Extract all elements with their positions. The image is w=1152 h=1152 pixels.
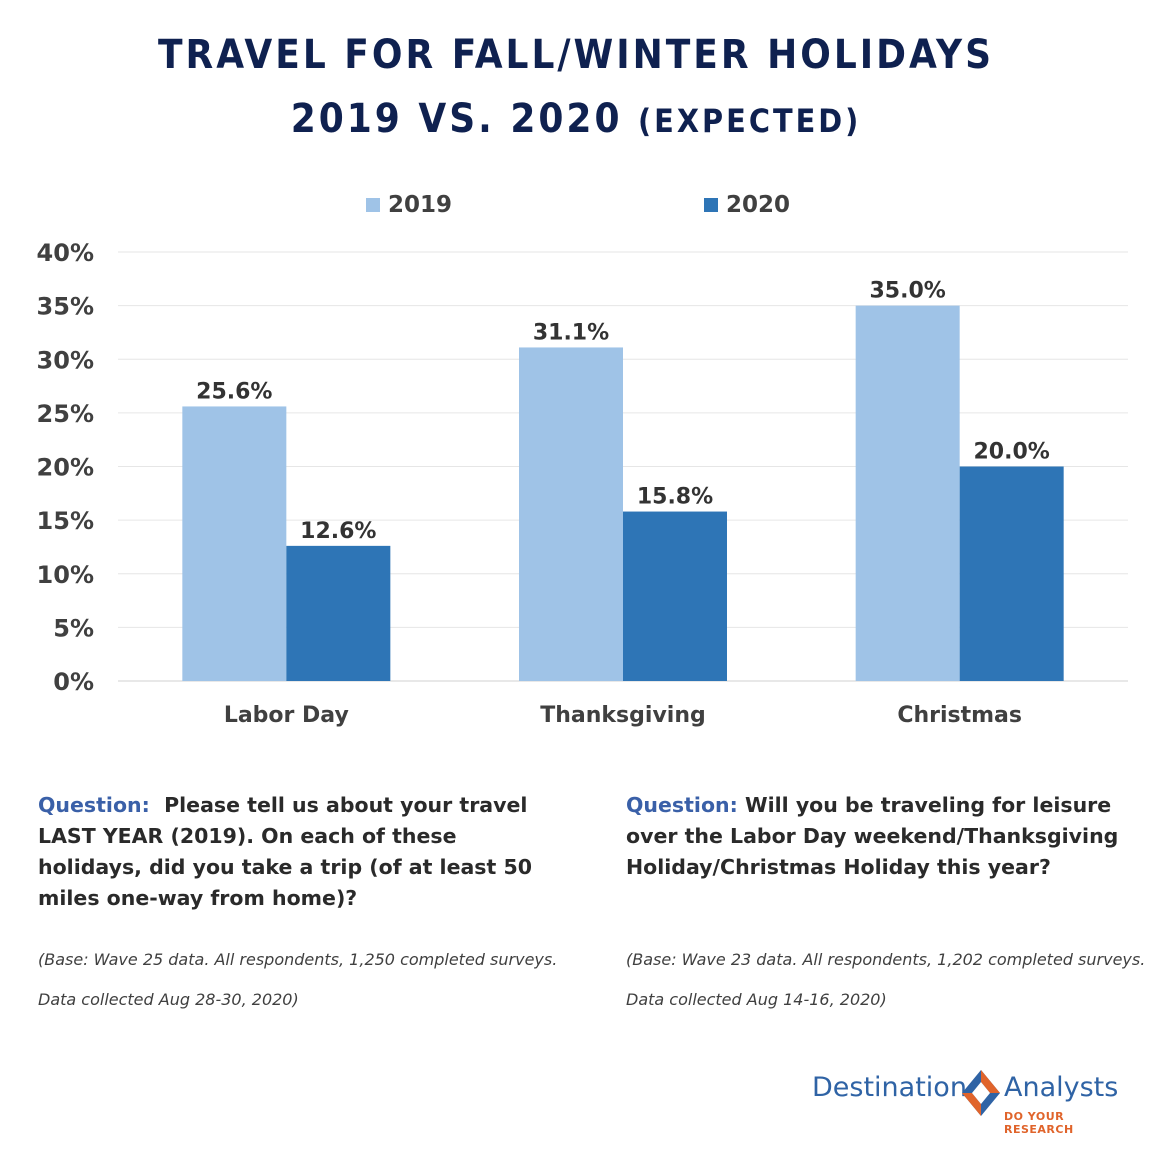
y-tick-label: 30% [37, 346, 94, 374]
data-label: 35.0% [870, 279, 946, 304]
bar-2020 [959, 466, 1064, 681]
x-category-label: Christmas [897, 703, 1022, 728]
bar-2020 [286, 545, 391, 681]
logo-tagline: DO YOUR RESEARCH [1004, 1110, 1074, 1136]
question-label-left: Question: [38, 793, 150, 817]
logo-word-destination: Destination [812, 1072, 967, 1103]
data-label: 15.8% [637, 485, 713, 510]
base-note-right: (Base: Wave 23 data. All respondents, 1,… [626, 950, 1146, 1009]
x-category-label: Labor Day [224, 703, 349, 728]
logo-word-analysts: Analysts [1004, 1072, 1119, 1103]
data-label: 25.6% [196, 379, 272, 404]
question-block-left: Question: Please tell us about your trav… [38, 790, 558, 914]
chart-title-line2: 2019 VS. 2020 (EXPECTED) [0, 96, 1152, 142]
legend-label-2019: 2019 [388, 192, 453, 218]
bar-2019 [182, 406, 287, 681]
chart-title-expected: (EXPECTED) [638, 102, 862, 140]
x-category-label: Thanksgiving [540, 703, 705, 728]
y-tick-label: 20% [37, 454, 94, 482]
y-tick-label: 5% [53, 614, 94, 642]
legend-swatch-2019 [366, 198, 380, 212]
bar-2020 [623, 511, 727, 681]
legend-label-2020: 2020 [726, 192, 791, 218]
data-label: 12.6% [300, 519, 376, 544]
y-tick-label: 40% [37, 239, 94, 267]
legend-swatch-2020 [704, 198, 718, 212]
y-tick-label: 35% [37, 293, 94, 321]
question-text-left: Please tell us about your travel LAST YE… [38, 793, 532, 910]
diamond-icon [962, 1070, 1000, 1116]
base-note-left: (Base: Wave 25 data. All respondents, 1,… [38, 950, 558, 1009]
bar-2019 [855, 305, 960, 681]
question-label-right: Question: [626, 793, 738, 817]
destination-analysts-logo: Destination Analysts DO YOUR RESEARCH [812, 1068, 1132, 1136]
y-tick-label: 15% [37, 507, 94, 535]
question-text-right: Will you be traveling for leisure over t… [626, 793, 1119, 879]
chart-title-line1: TRAVEL FOR FALL/WINTER HOLIDAYS [157, 32, 995, 78]
y-tick-label: 10% [37, 561, 94, 589]
data-label: 20.0% [974, 440, 1050, 465]
legend-item-2019: 2019 [366, 192, 452, 218]
question-block-right: Question: Will you be traveling for leis… [626, 790, 1146, 883]
chart-legend: 2019 2020 [0, 192, 1152, 222]
data-label: 31.1% [533, 320, 609, 345]
legend-item-2020: 2020 [704, 192, 790, 218]
bar-chart: 0% 5% 10% 15% 20% 25% 30% 35% 40% 25.6% 12.6% Labor… [37, 239, 1128, 728]
bar-2019 [519, 347, 623, 681]
y-tick-label: 25% [37, 400, 94, 428]
chart-title-years: 2019 VS. 2020 [290, 96, 623, 142]
y-tick-label: 0% [53, 668, 94, 696]
